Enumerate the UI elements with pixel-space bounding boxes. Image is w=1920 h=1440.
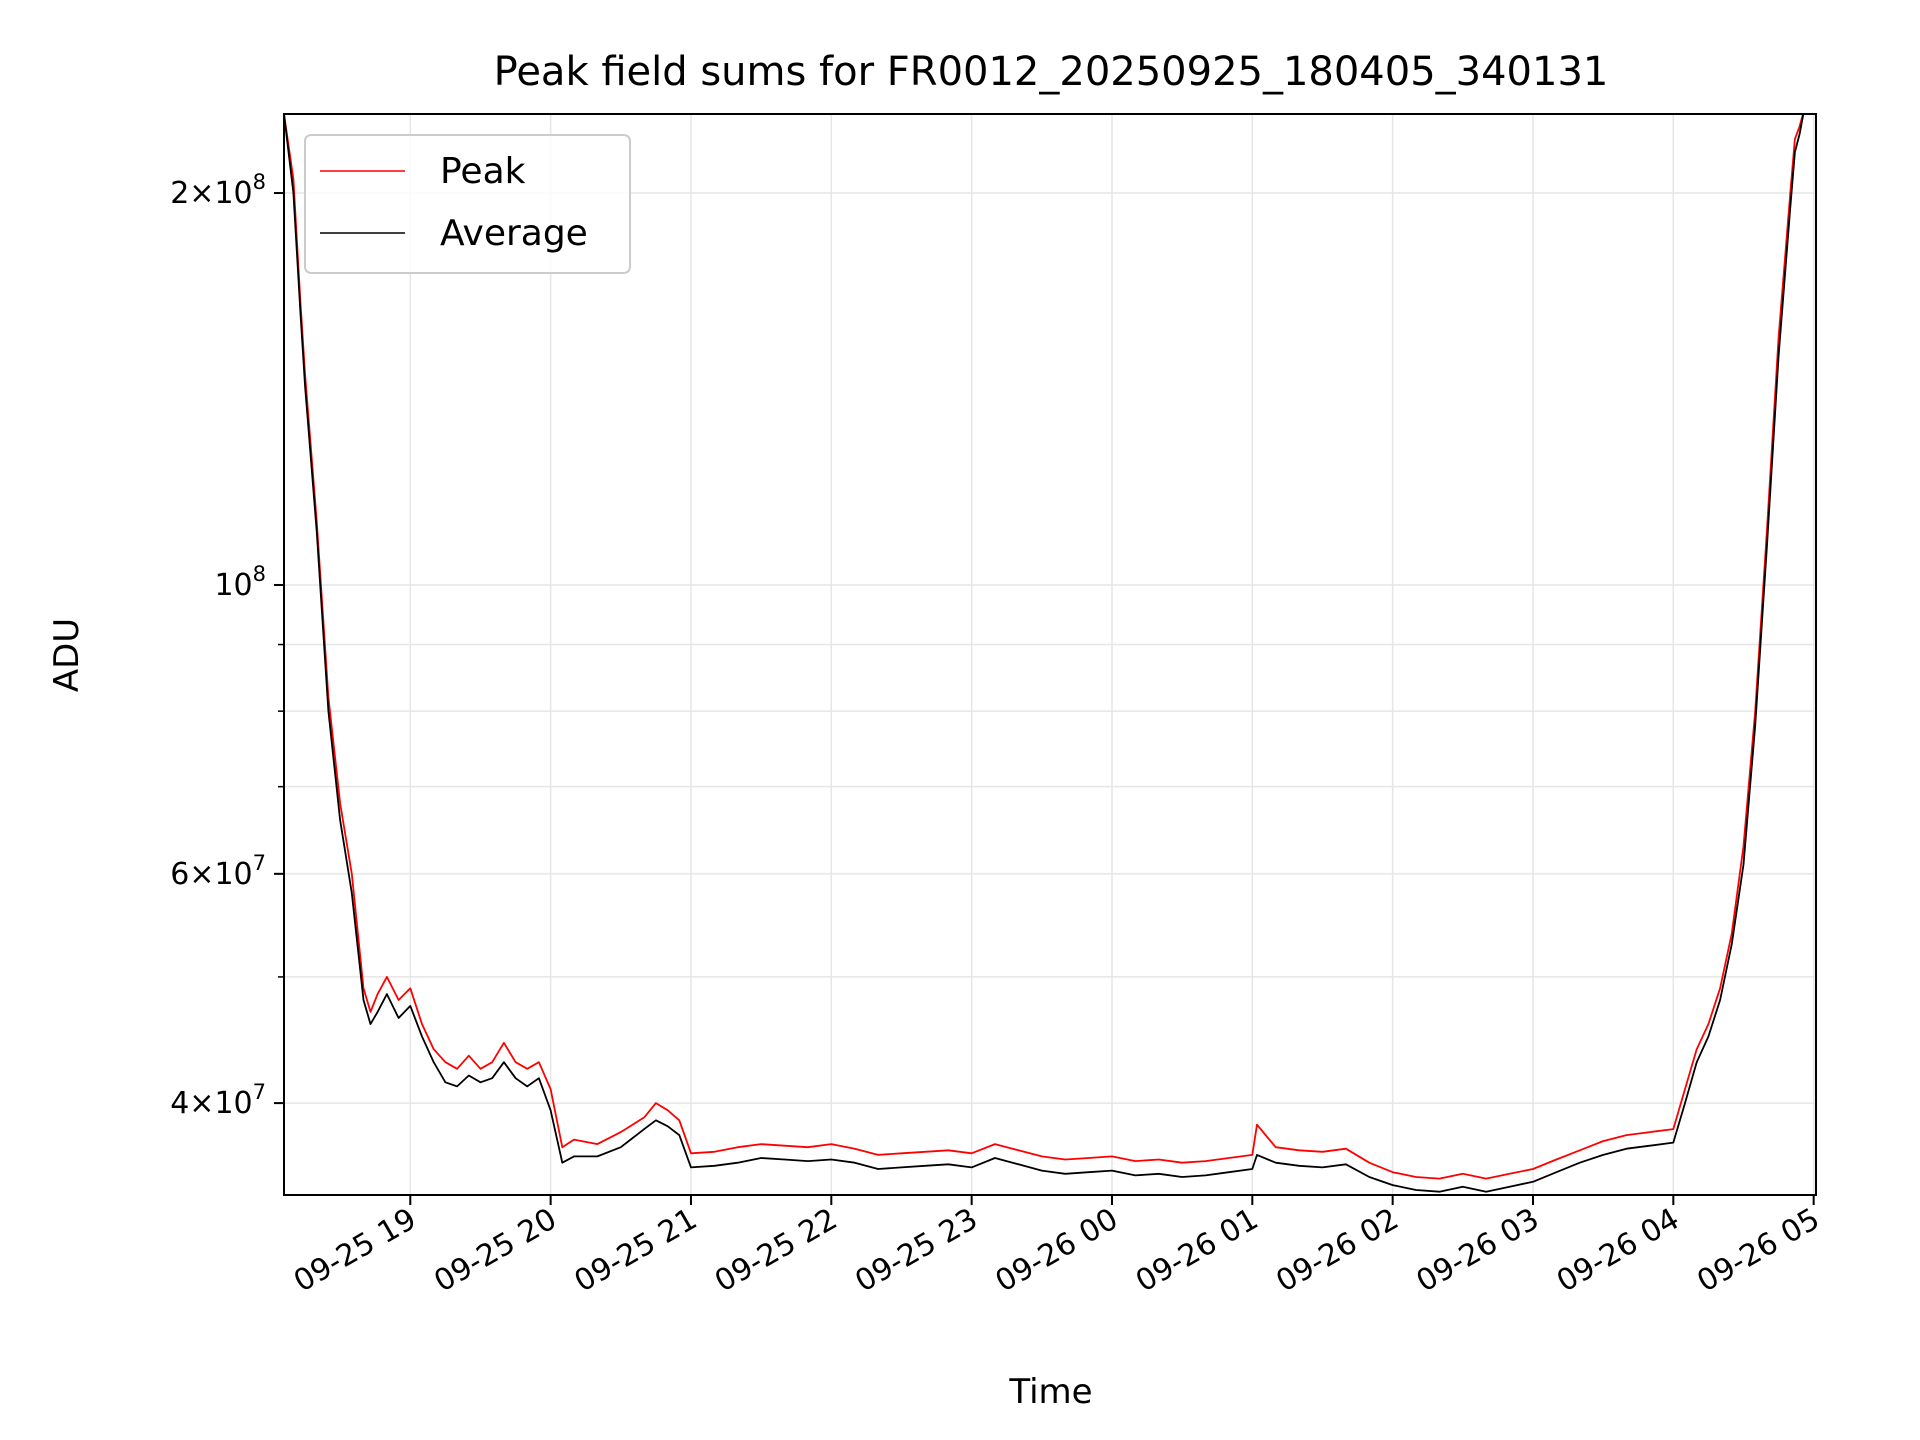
legend-label-peak: Peak [440,151,526,192]
y-axis: 4×107 6×107 108 2×108 [170,170,284,1121]
series-line-average [284,114,1805,1193]
x-axis-label: Time [1008,1372,1092,1412]
plot-area [284,114,1816,1195]
y-tick-label: 4×107 [170,1080,266,1121]
y-tick-label: 6×107 [170,851,266,892]
y-axis-label: ADU [47,618,87,692]
legend-box [304,134,631,274]
series-line-peak [284,114,1804,1180]
y-tick-label: 2×108 [170,170,266,211]
legend-label-average: Average [440,213,588,254]
plot-frame [283,113,1817,1196]
y-tick-label: 108 [214,562,266,603]
grid [284,114,1816,1195]
series-layer [284,114,1805,1193]
chart-title: Peak field sums for FR0012_20250925_1804… [494,49,1609,95]
legend: Peak Average [304,134,631,274]
